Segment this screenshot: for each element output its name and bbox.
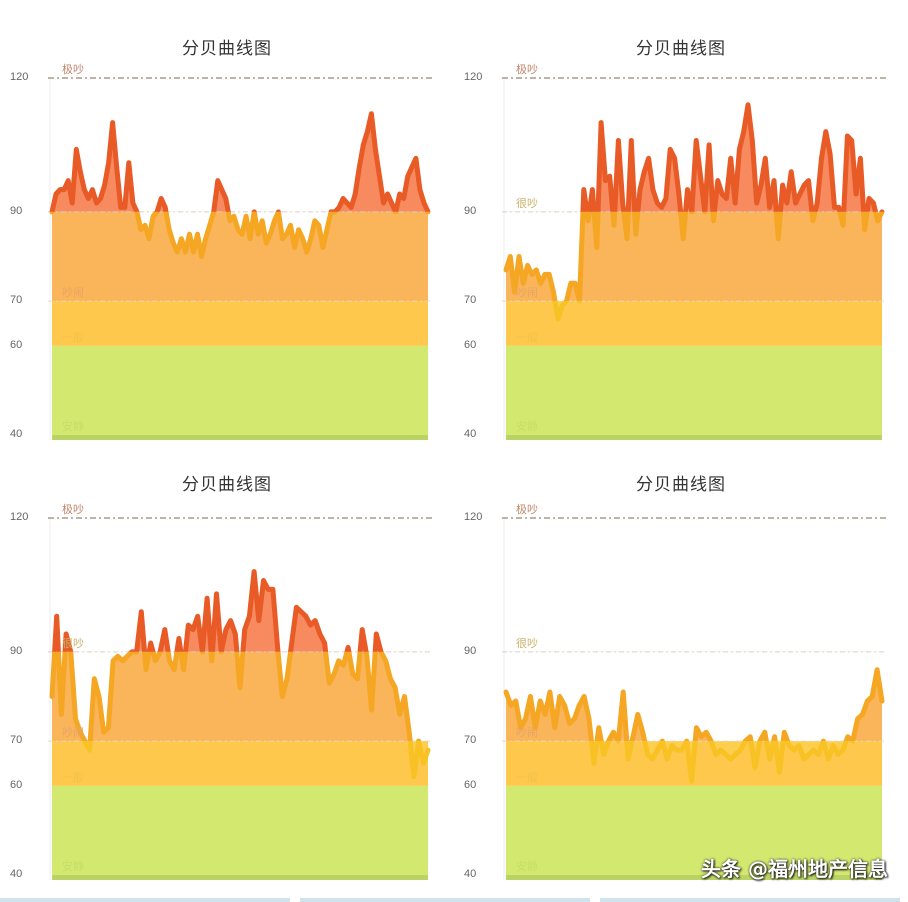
decibel-line-under-70: [588, 741, 856, 784]
chart-plot: [48, 517, 432, 880]
bottom-tab-2[interactable]: [300, 898, 590, 902]
y-tick-40: 40: [464, 428, 477, 440]
zone-label-extreme: 极吵: [516, 503, 538, 516]
bottom-tab-1[interactable]: [0, 898, 290, 902]
chart-title: 分贝曲线图: [182, 475, 272, 495]
chart-title: 分贝曲线图: [636, 39, 726, 59]
zone-label-normal: 一般: [62, 330, 84, 344]
decibel-line-over-90: [580, 102, 885, 212]
y-tick-70: 70: [10, 734, 23, 747]
y-tick-60: 60: [464, 338, 477, 351]
decibel-chart-1: 分贝曲线图 120 90 70 60 40 极吵吵闹一般安静: [0, 0, 454, 440]
zone-quiet-band: [52, 785, 428, 875]
zone-label-quiet: 安静: [516, 860, 538, 873]
zone-label-quiet: 安静: [62, 420, 84, 433]
decibel-line-over-90: [49, 111, 431, 212]
zone-quiet-base: [506, 875, 882, 880]
decibel-line-70-90: [503, 667, 885, 742]
y-tick-90: 90: [464, 204, 477, 217]
chart-title: 分贝曲线图: [182, 39, 272, 59]
zone-label-normal: 一般: [516, 770, 538, 784]
chart-plot: [502, 77, 886, 440]
zone-label-quiet: 安静: [62, 860, 84, 873]
y-tick-90: 90: [464, 644, 477, 657]
chart-plot: [502, 517, 886, 880]
y-tick-70: 70: [10, 294, 23, 307]
zone-quiet-band: [506, 345, 882, 435]
decibel-line-70-90: [503, 211, 885, 302]
decibel-line-70-90: [49, 211, 431, 259]
bottom-tab-3[interactable]: [600, 898, 900, 902]
y-tick-120: 120: [464, 511, 483, 523]
zone-label-normal: 一般: [516, 330, 538, 344]
zone-label-very: 很吵: [516, 196, 538, 210]
decibel-chart-3: 分贝曲线图 120 90 70 60 40 极吵很吵吵闹一般安静: [0, 440, 454, 880]
y-tick-40: 40: [10, 428, 23, 440]
y-tick-70: 70: [464, 734, 477, 747]
y-tick-60: 60: [10, 338, 23, 351]
y-tick-120: 120: [10, 71, 29, 83]
y-tick-60: 60: [464, 778, 477, 791]
watermark: 头条 @福州地产信息: [701, 857, 888, 881]
area-70-90: [506, 211, 882, 302]
zone-quiet-base: [506, 435, 882, 440]
area-70-90: [52, 651, 428, 742]
zone-quiet-base: [52, 875, 428, 880]
zone-label-extreme: 极吵: [62, 63, 84, 76]
y-tick-60: 60: [10, 778, 23, 791]
y-tick-120: 120: [464, 71, 483, 83]
y-tick-70: 70: [464, 294, 477, 307]
decibel-line-over-90: [52, 569, 384, 652]
zone-label-normal: 一般: [62, 770, 84, 784]
zone-label-noisy: 吵闹: [62, 726, 84, 740]
area-under-70: [52, 741, 428, 786]
y-tick-90: 90: [10, 204, 23, 217]
decibel-chart-4: 分贝曲线图 120 90 70 60 40 极吵很吵吵闹一般安静: [454, 440, 908, 880]
zone-label-noisy: 吵闹: [516, 726, 538, 740]
area-under-70: [506, 301, 882, 346]
zone-label-very: 很吵: [62, 636, 84, 650]
zone-label-noisy: 吵闹: [62, 286, 84, 300]
chart-title: 分贝曲线图: [636, 475, 726, 495]
area-mask: [506, 651, 882, 742]
zone-label-extreme: 极吵: [62, 503, 84, 516]
zone-quiet-band: [52, 345, 428, 435]
zone-quiet-band: [506, 785, 882, 875]
area-under-70: [52, 301, 428, 346]
chart-plot: [48, 77, 432, 440]
y-tick-120: 120: [10, 511, 29, 523]
decibel-line-70-90: [49, 651, 422, 742]
zone-label-extreme: 极吵: [516, 63, 538, 76]
zone-quiet-base: [52, 435, 428, 440]
zone-label-quiet: 安静: [516, 420, 538, 433]
zone-label-noisy: 吵闹: [516, 286, 538, 300]
zone-label-very: 很吵: [516, 636, 538, 650]
decibel-chart-2: 分贝曲线图 120 90 70 60 40 极吵很吵吵闹一般安静: [454, 0, 908, 440]
y-tick-40: 40: [464, 868, 477, 880]
y-tick-90: 90: [10, 644, 23, 657]
y-tick-40: 40: [10, 868, 23, 880]
